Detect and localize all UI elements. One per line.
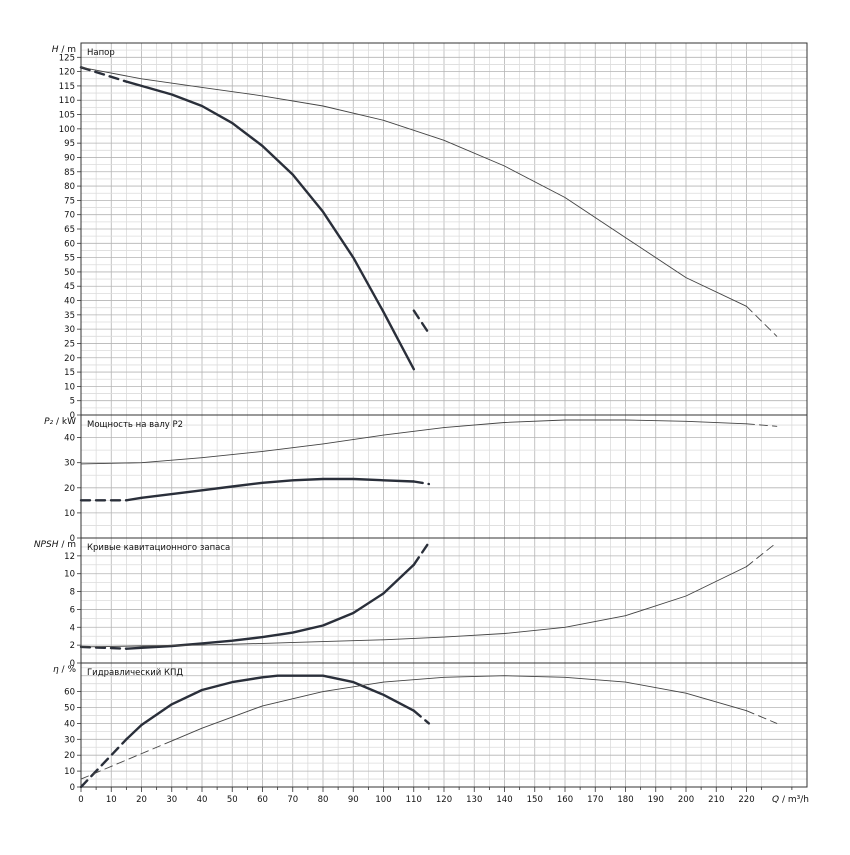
x-tick-label: 40 xyxy=(197,795,208,805)
panel-title: Гидравлический КПД xyxy=(87,668,183,678)
curve-thick xyxy=(412,480,431,486)
y-tick-label: 10 xyxy=(64,570,75,580)
y-tick-label: 8 xyxy=(70,588,75,598)
curve-thin xyxy=(80,66,747,307)
x-tick-label: 90 xyxy=(348,795,359,805)
y-tick-label: 0 xyxy=(70,411,75,421)
x-tick-label: 60 xyxy=(257,795,268,805)
y-tick-label: 50 xyxy=(64,704,75,714)
curve-thick xyxy=(125,563,415,650)
x-tick-label: 20 xyxy=(136,795,147,805)
y-tick-label: 40 xyxy=(64,297,75,307)
y-tick-label: 40 xyxy=(64,434,75,444)
y-axis-label: η / % xyxy=(53,665,76,675)
curve-thin xyxy=(746,710,778,724)
y-axis-label: NPSH / m xyxy=(34,540,76,550)
x-tick-label: 150 xyxy=(527,795,543,805)
panel-title: Кривые кавитационного запаса xyxy=(87,543,230,553)
y-tick-label: 105 xyxy=(59,111,75,121)
y-tick-label: 12 xyxy=(64,552,75,562)
y-tick-label: 2 xyxy=(70,641,75,651)
x-tick-label: 210 xyxy=(708,795,724,805)
y-tick-label: 65 xyxy=(64,225,75,235)
x-tick-label: 220 xyxy=(738,795,754,805)
x-tick-label: 10 xyxy=(106,795,117,805)
x-tick-label: 190 xyxy=(648,795,664,805)
curve-thin xyxy=(80,419,747,465)
y-axis-label: P₂ / kW xyxy=(44,417,76,427)
x-tick-label: 180 xyxy=(617,795,633,805)
x-tick-label: 140 xyxy=(496,795,512,805)
x-tick-label: 70 xyxy=(287,795,298,805)
curve-thin xyxy=(80,566,747,648)
x-tick-label: 130 xyxy=(466,795,482,805)
y-tick-label: 30 xyxy=(64,459,75,469)
y-tick-label: 70 xyxy=(64,211,75,221)
y-tick-label: 0 xyxy=(70,659,75,669)
y-tick-label: 55 xyxy=(64,254,75,264)
y-tick-label: 115 xyxy=(59,82,75,92)
curve-thick xyxy=(412,309,431,335)
y-tick-label: 50 xyxy=(64,268,75,278)
y-tick-label: 0 xyxy=(70,783,75,793)
x-tick-label: 120 xyxy=(436,795,452,805)
curve-thick xyxy=(125,674,415,741)
y-tick-label: 120 xyxy=(59,68,75,78)
y-axis-label: H / m xyxy=(52,45,76,55)
curve-thin xyxy=(746,305,778,337)
x-tick-label: 100 xyxy=(375,795,391,805)
y-tick-label: 110 xyxy=(59,96,75,106)
y-tick-label: 25 xyxy=(64,339,75,349)
y-tick-label: 15 xyxy=(64,368,75,378)
y-tick-label: 4 xyxy=(70,623,75,633)
curve-thick xyxy=(79,66,128,83)
y-tick-label: 80 xyxy=(64,182,75,192)
x-tick-label: 50 xyxy=(227,795,238,805)
y-tick-label: 45 xyxy=(64,282,75,292)
y-tick-label: 10 xyxy=(64,509,75,519)
y-tick-label: 20 xyxy=(64,484,75,494)
y-tick-label: 40 xyxy=(64,719,75,729)
y-tick-label: 0 xyxy=(70,534,75,544)
curve-thin xyxy=(80,740,173,780)
curve-thin xyxy=(746,423,778,427)
x-tick-label: 80 xyxy=(318,795,329,805)
y-tick-label: 75 xyxy=(64,196,75,206)
x-tick-label: 0 xyxy=(78,795,83,805)
y-tick-label: 10 xyxy=(64,382,75,392)
y-tick-label: 100 xyxy=(59,125,75,135)
curve-thick xyxy=(79,738,128,789)
y-tick-label: 60 xyxy=(64,239,75,249)
y-tick-label: 60 xyxy=(64,688,75,698)
y-tick-label: 30 xyxy=(64,735,75,745)
y-tick-label: 35 xyxy=(64,311,75,321)
y-tick-label: 95 xyxy=(64,139,75,149)
y-tick-label: 5 xyxy=(70,397,75,407)
curve-thin xyxy=(746,542,778,568)
curve-thick xyxy=(125,80,415,371)
y-tick-label: 20 xyxy=(64,354,75,364)
y-tick-label: 10 xyxy=(64,767,75,777)
y-tick-label: 85 xyxy=(64,168,75,178)
curve-thin xyxy=(171,675,747,742)
y-tick-label: 90 xyxy=(64,153,75,163)
y-tick-label: 30 xyxy=(64,325,75,335)
curve-thick xyxy=(412,709,431,725)
x-tick-label: 160 xyxy=(557,795,573,805)
curve-thick xyxy=(412,541,431,566)
y-tick-label: 6 xyxy=(70,605,75,615)
x-tick-label: 200 xyxy=(678,795,694,805)
x-tick-label: 170 xyxy=(587,795,603,805)
x-tick-label: 30 xyxy=(166,795,177,805)
y-tick-label: 125 xyxy=(59,53,75,63)
x-tick-label: 110 xyxy=(406,795,422,805)
x-axis-label: Q / m³/h xyxy=(772,795,809,805)
y-tick-label: 20 xyxy=(64,751,75,761)
curve-thick xyxy=(125,477,415,502)
panel-title: Мощность на валу P2 xyxy=(87,420,183,430)
panel-title: Напор xyxy=(87,48,115,58)
